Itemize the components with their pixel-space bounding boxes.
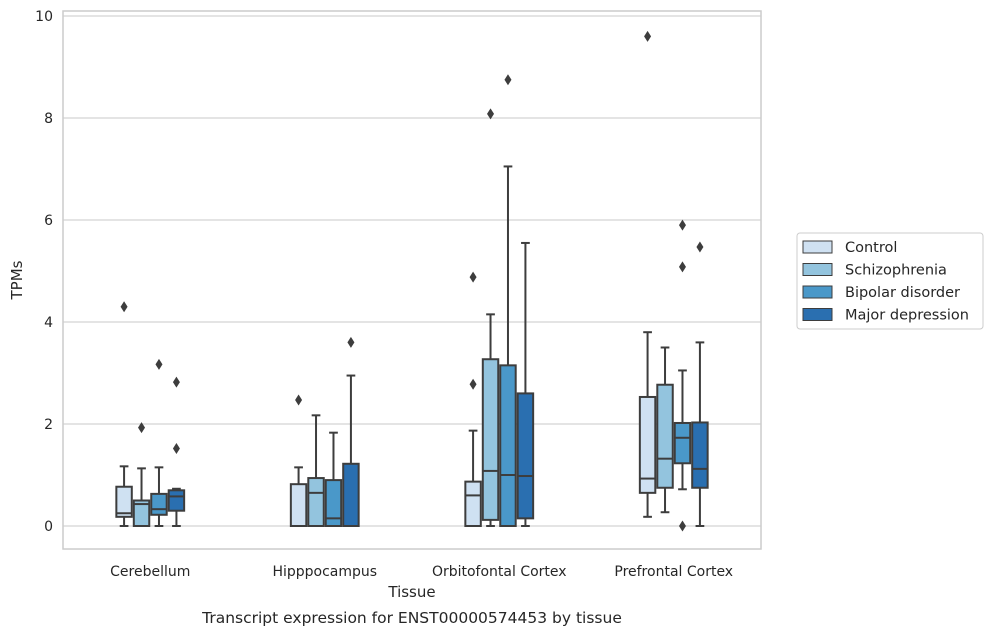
box (324, 479, 343, 528)
outlier-point (678, 520, 686, 532)
outlier-point (696, 241, 704, 253)
outlier-point (295, 394, 303, 406)
outlier-point (644, 30, 652, 42)
y-axis-label: TPMs (8, 260, 26, 300)
outlier-point (678, 219, 686, 231)
box (132, 499, 151, 527)
plot-area-frame (62, 10, 762, 550)
box (289, 483, 308, 527)
y-tick-label: 4 (44, 315, 53, 331)
outlier-point (172, 376, 180, 388)
outlier-point (155, 358, 163, 370)
outlier-point (172, 442, 180, 454)
box-plot-series (115, 30, 709, 532)
box (167, 489, 186, 512)
box (499, 364, 517, 527)
box (656, 383, 674, 489)
x-axis-ticks: Cerebellum Hipppocampus Orbitofontal Corte… (110, 564, 733, 580)
outlier-point (504, 74, 512, 86)
box (481, 358, 500, 521)
y-tick-label: 10 (35, 9, 53, 25)
outlier-point (138, 422, 146, 434)
legend-label: Schizophrenia (845, 263, 947, 279)
box (673, 421, 692, 465)
box (464, 480, 482, 528)
y-tick-label: 0 (44, 519, 53, 535)
legend-swatch (802, 263, 833, 276)
y-axis-ticks: 0 2 4 6 8 10 (35, 9, 53, 535)
gridlines (63, 15, 761, 527)
box (115, 485, 133, 518)
x-tick-label: Prefrontal Cortex (614, 564, 733, 580)
legend: Control Schizophrenia Bipolar disorder Majo… (796, 232, 984, 330)
legend-label: Major depression (845, 308, 969, 324)
y-tick-label: 6 (44, 213, 53, 229)
y-tick-label: 8 (44, 111, 53, 127)
outlier-point (469, 378, 477, 390)
outlier-point (469, 271, 477, 283)
x-tick-label: Orbitofontal Cortex (432, 564, 567, 580)
y-tick-label: 2 (44, 417, 53, 433)
series-bipolar-disorder (150, 74, 692, 532)
outlier-point (678, 261, 686, 273)
box (691, 421, 709, 489)
outlier-point (487, 108, 495, 120)
box (307, 477, 325, 527)
box (638, 395, 657, 494)
series-control (115, 30, 657, 528)
legend-label: Bipolar disorder (845, 285, 960, 301)
box (342, 462, 360, 527)
chart-caption: Transcript expression for ENST0000057445… (201, 609, 622, 627)
legend-swatch (802, 308, 833, 321)
x-tick-label: Hipppocampus (272, 564, 377, 580)
series-major-depression (167, 241, 709, 527)
series-schizophrenia (132, 108, 674, 527)
outlier-point (347, 336, 355, 348)
legend-swatch (802, 285, 833, 299)
box (516, 392, 535, 520)
box (150, 492, 168, 516)
legend-label: Control (845, 240, 897, 256)
x-axis-label: Tissue (387, 583, 435, 601)
outlier-point (120, 301, 128, 313)
x-tick-label: Cerebellum (110, 564, 190, 580)
legend-swatch (802, 240, 833, 254)
legend-frame (796, 232, 984, 330)
